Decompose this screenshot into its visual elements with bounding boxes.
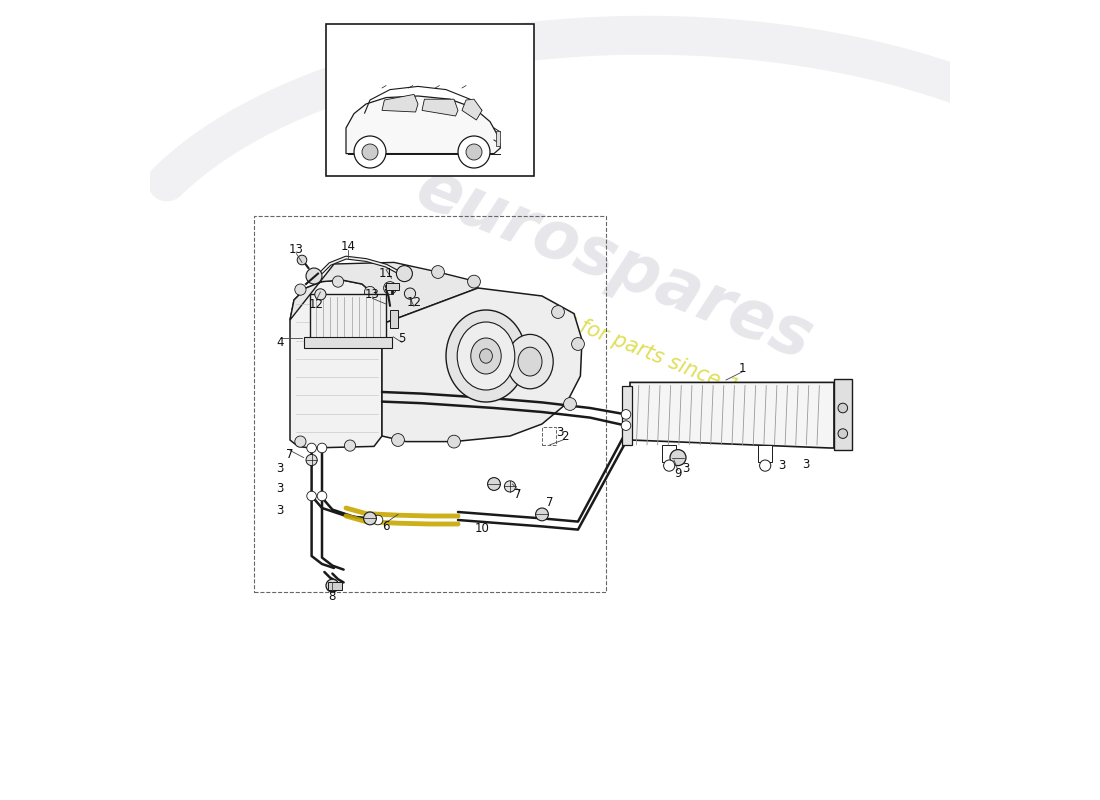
Circle shape: [332, 276, 343, 287]
Polygon shape: [382, 288, 582, 442]
Text: 12: 12: [309, 298, 323, 310]
Circle shape: [760, 460, 771, 471]
Text: 13: 13: [289, 243, 304, 256]
Circle shape: [621, 410, 630, 419]
Text: 3: 3: [276, 504, 284, 517]
Bar: [254, 216, 606, 592]
Ellipse shape: [480, 349, 493, 363]
Circle shape: [362, 144, 378, 160]
Text: 10: 10: [474, 522, 490, 534]
Text: a part for parts since 1985: a part for parts since 1985: [514, 290, 779, 414]
Circle shape: [306, 268, 322, 284]
Circle shape: [487, 478, 500, 490]
Circle shape: [344, 440, 355, 451]
Polygon shape: [630, 382, 834, 448]
Bar: [621, 386, 631, 445]
Circle shape: [396, 266, 412, 282]
Bar: [326, 24, 534, 176]
Circle shape: [563, 398, 576, 410]
Bar: [310, 294, 386, 340]
Bar: [328, 582, 342, 590]
Circle shape: [505, 481, 516, 492]
Text: 8: 8: [329, 590, 337, 602]
Text: 11: 11: [378, 267, 394, 280]
Text: 9: 9: [674, 467, 682, 480]
Bar: [386, 283, 399, 290]
Circle shape: [458, 136, 490, 168]
Text: 4: 4: [277, 336, 284, 349]
Circle shape: [384, 282, 396, 294]
Circle shape: [838, 429, 848, 438]
Bar: [758, 445, 772, 462]
Bar: [390, 310, 398, 328]
Text: 7: 7: [286, 448, 294, 461]
Circle shape: [307, 491, 317, 501]
Circle shape: [405, 288, 416, 299]
Bar: [662, 445, 676, 462]
Text: 3: 3: [802, 458, 810, 470]
Text: 6: 6: [383, 520, 389, 533]
Ellipse shape: [446, 310, 526, 402]
Bar: [496, 131, 500, 146]
Circle shape: [392, 434, 405, 446]
Circle shape: [431, 266, 444, 278]
Circle shape: [663, 460, 674, 471]
Text: 3: 3: [276, 462, 284, 474]
Circle shape: [364, 512, 376, 525]
Circle shape: [307, 443, 317, 453]
Text: 3: 3: [779, 459, 785, 472]
Circle shape: [297, 255, 307, 265]
Circle shape: [295, 436, 306, 447]
Ellipse shape: [471, 338, 502, 374]
Bar: [304, 337, 393, 348]
Circle shape: [354, 136, 386, 168]
Text: 3: 3: [276, 482, 284, 494]
Circle shape: [295, 284, 306, 295]
Polygon shape: [346, 96, 500, 154]
Bar: [834, 379, 851, 450]
Circle shape: [468, 275, 481, 288]
Circle shape: [621, 421, 630, 430]
Circle shape: [306, 454, 317, 466]
Ellipse shape: [518, 347, 542, 376]
Ellipse shape: [458, 322, 515, 390]
Text: 3: 3: [556, 426, 563, 438]
Circle shape: [364, 286, 375, 298]
Text: 7: 7: [547, 496, 553, 509]
Ellipse shape: [507, 334, 553, 389]
Circle shape: [838, 403, 848, 413]
Circle shape: [448, 435, 461, 448]
Circle shape: [317, 443, 327, 453]
Text: 14: 14: [341, 240, 356, 253]
Text: 12: 12: [407, 296, 421, 309]
Text: 5: 5: [398, 332, 406, 345]
Circle shape: [326, 579, 339, 592]
Circle shape: [572, 338, 584, 350]
Polygon shape: [290, 280, 382, 448]
Text: 2: 2: [561, 430, 569, 442]
Text: eurospares: eurospares: [406, 154, 822, 374]
Polygon shape: [382, 94, 418, 112]
Text: 1: 1: [738, 362, 746, 374]
Text: 13: 13: [365, 288, 380, 301]
Circle shape: [536, 508, 549, 521]
Text: 3: 3: [682, 462, 690, 475]
Text: 7: 7: [515, 488, 521, 501]
Circle shape: [315, 289, 326, 300]
Circle shape: [373, 515, 383, 525]
Circle shape: [551, 306, 564, 318]
Polygon shape: [422, 99, 458, 116]
Circle shape: [466, 144, 482, 160]
Polygon shape: [462, 99, 482, 120]
Bar: [542, 427, 557, 445]
Circle shape: [317, 491, 327, 501]
Circle shape: [670, 450, 686, 466]
Circle shape: [365, 514, 375, 523]
Polygon shape: [290, 262, 478, 324]
